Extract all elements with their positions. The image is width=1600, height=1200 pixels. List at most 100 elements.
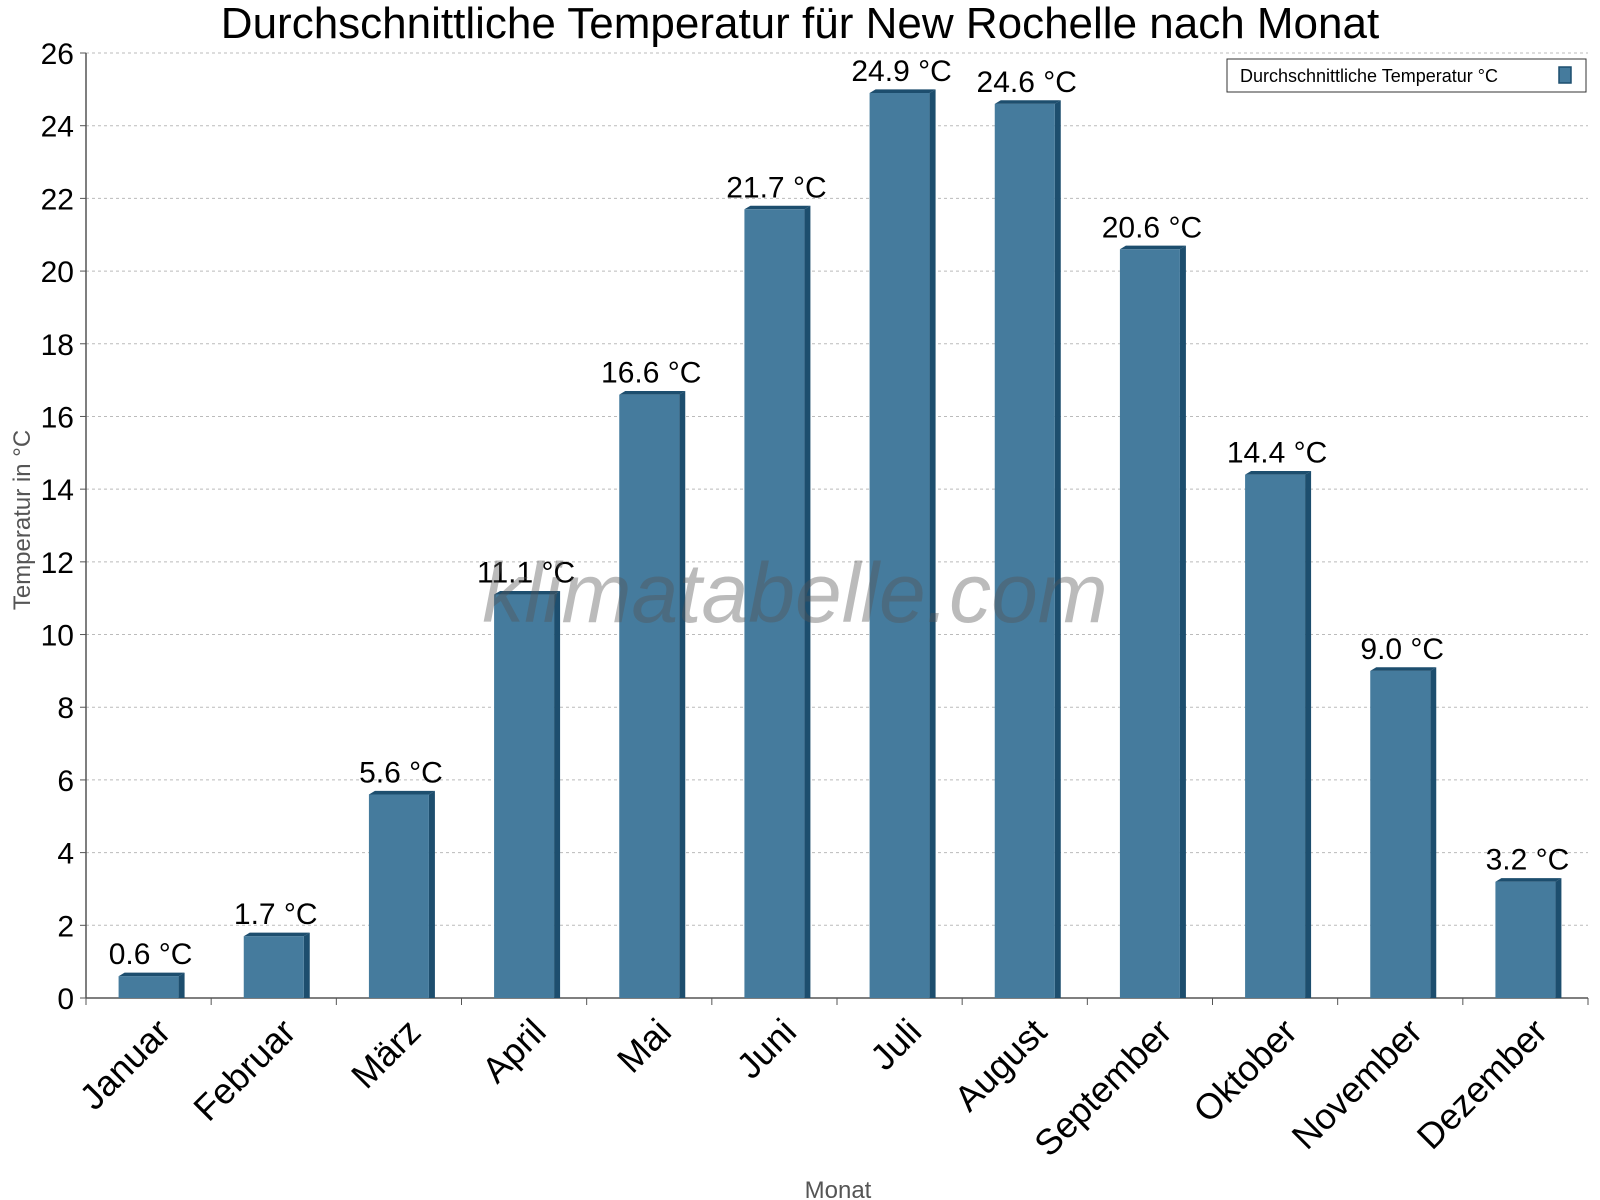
x-tick-label: Januar xyxy=(71,1011,178,1118)
bar-top xyxy=(744,205,811,210)
y-tick-label: 6 xyxy=(57,765,74,798)
legend-swatch xyxy=(1558,66,1572,84)
y-tick-label: 4 xyxy=(57,838,74,871)
bar-top xyxy=(368,790,435,795)
y-tick-label: 26 xyxy=(41,38,74,71)
x-tick-label: Juli xyxy=(862,1011,929,1078)
bar-side xyxy=(1555,878,1562,998)
bar-side xyxy=(554,590,561,998)
bar-side xyxy=(929,89,936,999)
bar-top xyxy=(118,972,185,977)
x-tick-label: April xyxy=(474,1011,554,1091)
bar-front xyxy=(1370,670,1431,998)
bar-april[interactable] xyxy=(494,590,561,998)
x-tick-label: August xyxy=(946,1011,1054,1119)
bar-august[interactable] xyxy=(994,100,1061,999)
bar-front xyxy=(118,976,179,998)
bar-side xyxy=(1179,245,1186,998)
data-label: 9.0 °C xyxy=(1360,633,1444,666)
bar-front xyxy=(994,103,1055,998)
bar-november[interactable] xyxy=(1370,667,1437,998)
bar-front xyxy=(368,794,429,998)
bar-oktober[interactable] xyxy=(1245,471,1312,999)
bar-top xyxy=(1119,245,1186,250)
y-tick-label: 2 xyxy=(57,910,74,943)
y-tick-label: 10 xyxy=(41,620,74,653)
x-tick-label: Februar xyxy=(185,1011,303,1129)
bar-januar[interactable] xyxy=(118,972,185,998)
bar-mai[interactable] xyxy=(619,391,686,999)
bar-front xyxy=(494,594,555,998)
bar-juli[interactable] xyxy=(869,89,936,999)
data-label: 24.9 °C xyxy=(851,55,951,88)
x-tick-label: Dezember xyxy=(1409,1011,1555,1157)
x-tick-label: September xyxy=(1026,1011,1180,1165)
bar-september[interactable] xyxy=(1119,245,1186,998)
y-tick-label: 24 xyxy=(41,111,74,144)
bar-top xyxy=(494,590,561,595)
data-label: 11.1 °C xyxy=(477,557,575,590)
bar-märz[interactable] xyxy=(368,790,435,998)
bar-side xyxy=(303,932,310,998)
bar-top xyxy=(1245,471,1312,475)
data-label: 21.7 °C xyxy=(726,171,826,204)
legend-box xyxy=(1226,58,1587,93)
x-tick-label: Mai xyxy=(609,1011,679,1081)
bar-series xyxy=(118,89,1562,999)
data-label: 16.6 °C xyxy=(601,357,701,390)
watermark: klimatabelle.com xyxy=(482,546,1108,640)
bar-side xyxy=(178,972,185,998)
bar-side xyxy=(679,391,686,998)
data-label: 5.6 °C xyxy=(359,756,443,789)
bar-front xyxy=(1495,881,1556,998)
bar-top xyxy=(1370,667,1437,671)
legend-label: Durchschnittliche Temperatur °C xyxy=(1240,66,1498,86)
bar-side xyxy=(1305,471,1312,998)
bar-front xyxy=(619,394,680,999)
y-tick-label: 12 xyxy=(41,547,74,580)
data-label: 1.7 °C xyxy=(234,898,318,931)
data-label: 20.6 °C xyxy=(1102,211,1202,244)
bar-februar[interactable] xyxy=(243,932,310,998)
bar-top xyxy=(243,932,310,937)
y-tick-label: 18 xyxy=(41,329,74,362)
y-tick-label: 0 xyxy=(57,983,74,1016)
bar-side xyxy=(428,790,435,998)
bar-top xyxy=(869,89,936,93)
bar-side xyxy=(1054,100,1061,999)
x-tick-label: März xyxy=(343,1011,429,1097)
data-label: 3.2 °C xyxy=(1486,844,1570,877)
x-tick-label: Juni xyxy=(728,1011,804,1087)
data-label: 0.6 °C xyxy=(109,938,193,971)
bar-dezember[interactable] xyxy=(1495,878,1562,998)
bar-side xyxy=(804,205,811,998)
y-tick-label: 14 xyxy=(41,474,74,507)
data-label: 14.4 °C xyxy=(1227,437,1327,470)
bar-juni[interactable] xyxy=(744,205,811,999)
bar-front xyxy=(243,936,304,998)
x-axis: Januar Februar März April Mai Juni Juli AugustS… xyxy=(71,997,1589,1165)
data-labels: 0.6 °C 1.7 °C 5.6 °C 11.1 °C 16.6 °C 21.7 °C 2… xyxy=(109,55,1570,971)
x-axis-label: Monat xyxy=(805,1177,872,1200)
bar-top xyxy=(994,100,1061,104)
bar-top xyxy=(1495,878,1562,882)
y-tick-label: 16 xyxy=(41,401,74,434)
y-tick-label: 8 xyxy=(57,692,74,725)
bar-top xyxy=(619,391,686,395)
gridlines xyxy=(86,52,1588,926)
bar-front xyxy=(744,209,805,999)
bar-front xyxy=(1245,474,1306,999)
chart-title: Durchschnittliche Temperatur für New Roc… xyxy=(221,0,1379,48)
data-label: 24.6 °C xyxy=(977,66,1077,99)
bar-front xyxy=(869,92,930,998)
x-tick-label: Oktober xyxy=(1185,1011,1305,1131)
bar-front xyxy=(1119,249,1180,998)
legend[interactable]: Durchschnittliche Temperatur °C xyxy=(1226,58,1587,93)
y-axis-label: Temperatur in °C xyxy=(9,430,36,610)
y-tick-label: 22 xyxy=(41,183,74,216)
y-tick-label: 20 xyxy=(41,256,74,289)
bar-side xyxy=(1430,667,1437,998)
x-tick-label: November xyxy=(1283,1011,1429,1157)
